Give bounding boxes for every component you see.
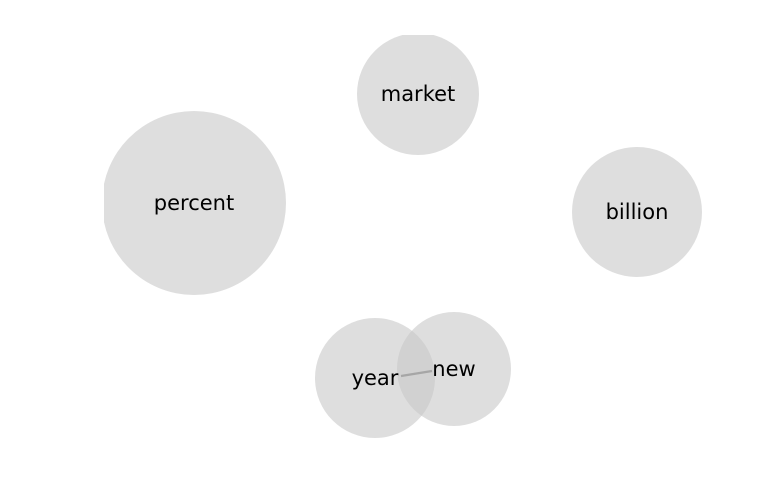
node-market bbox=[357, 35, 479, 155]
node-label-percent: percent bbox=[154, 191, 234, 215]
edges-layer bbox=[400, 369, 433, 378]
node-label-billion: billion bbox=[606, 200, 669, 224]
nodes-layer bbox=[104, 35, 702, 438]
edge-year-new bbox=[400, 369, 433, 378]
node-label-market: market bbox=[381, 82, 456, 106]
labels-layer: percent market billion year new bbox=[154, 82, 669, 390]
node-new bbox=[397, 312, 511, 426]
node-label-year: year bbox=[352, 366, 399, 390]
node-percent bbox=[104, 111, 286, 295]
node-label-new: new bbox=[432, 357, 475, 381]
node-billion bbox=[572, 147, 702, 277]
